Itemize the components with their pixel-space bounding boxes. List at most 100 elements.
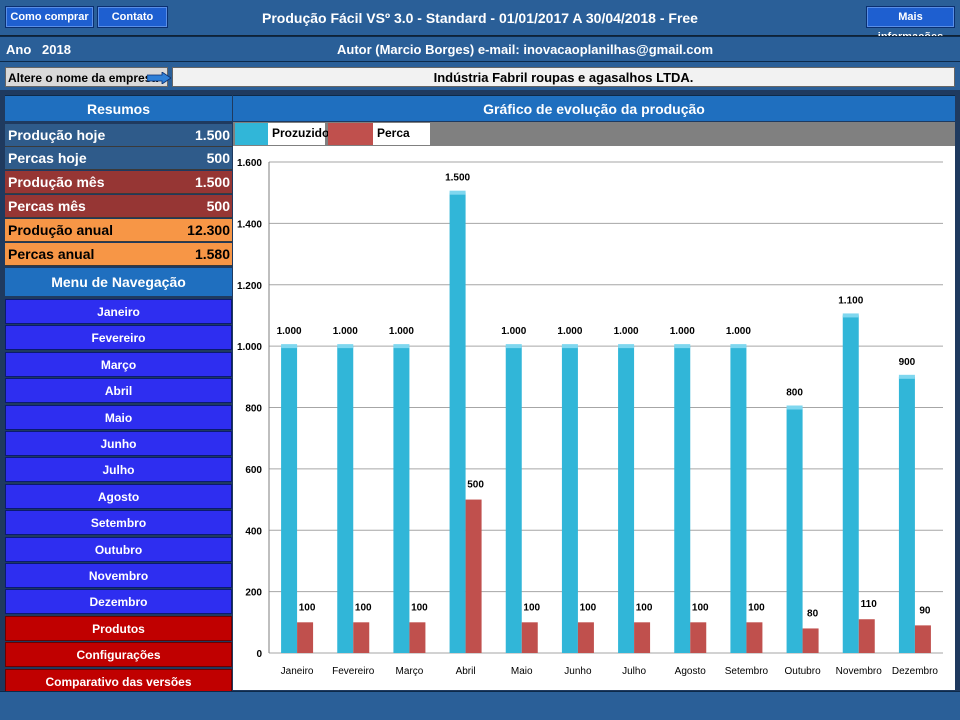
top-bar: Como comprar Contato Produção Fácil VSº … bbox=[0, 0, 960, 43]
data-label-perca: 100 bbox=[523, 602, 540, 613]
nav-month-janeiro[interactable]: Janeiro bbox=[5, 299, 232, 324]
nav-month-dezembro[interactable]: Dezembro bbox=[5, 589, 232, 615]
data-label-produzido: 800 bbox=[786, 388, 803, 399]
bar-produzido bbox=[337, 346, 354, 653]
bar-produzido-cap bbox=[842, 313, 859, 318]
bar-perca bbox=[634, 622, 651, 653]
company-row: Altere o nome da empresa Indústria Fabri… bbox=[0, 62, 960, 90]
how-to-buy-button[interactable]: Como comprar bbox=[5, 6, 94, 28]
y-tick-label: 1.200 bbox=[237, 281, 262, 292]
y-tick-label: 800 bbox=[245, 404, 262, 415]
nav-month-junho[interactable]: Junho bbox=[5, 431, 232, 456]
summary-row: Percas anual 1.580 bbox=[5, 243, 232, 266]
summary-row: Percas hoje 500 bbox=[5, 147, 232, 170]
data-label-produzido: 1.000 bbox=[614, 326, 639, 337]
data-label-perca: 100 bbox=[692, 602, 709, 613]
y-tick-label: 600 bbox=[245, 465, 262, 476]
nav-month-março[interactable]: Março bbox=[5, 351, 232, 377]
author-info: Autor (Marcio Borges) e-mail: inovacaopl… bbox=[336, 42, 714, 57]
chart-svg: 0 200 400 600 800 1.000 1.200 1.400 1.600 1.000 10… bbox=[237, 158, 943, 677]
summary-row: Produção anual 12.300 bbox=[5, 219, 232, 242]
summary-label: Percas mês bbox=[8, 198, 86, 214]
chart-legend: Prozuzido Perca bbox=[233, 122, 955, 146]
bar-produzido bbox=[505, 346, 522, 653]
nav-extra-button[interactable]: Configurações bbox=[5, 642, 232, 668]
bar-produzido-cap bbox=[393, 344, 410, 349]
bar-perca bbox=[353, 622, 370, 653]
data-label-produzido: 1.500 bbox=[445, 173, 470, 184]
x-tick-label: Dezembro bbox=[892, 666, 939, 677]
bar-perca bbox=[577, 622, 594, 653]
nav-month-maio[interactable]: Maio bbox=[5, 404, 232, 430]
bar-perca bbox=[746, 622, 763, 653]
chart-header: Gráfico de evolução da produção bbox=[233, 95, 955, 121]
summary-row: Produção mês 1.500 bbox=[5, 171, 232, 194]
nav-month-setembro[interactable]: Setembro bbox=[5, 510, 232, 536]
summary-label: Produção hoje bbox=[8, 127, 106, 143]
data-label-produzido: 1.000 bbox=[670, 326, 695, 337]
data-label-produzido: 900 bbox=[899, 357, 916, 368]
data-label-perca: 100 bbox=[355, 602, 372, 613]
info-row: Ano 2018 Autor (Marcio Borges) e-mail: i… bbox=[0, 36, 960, 62]
more-info-button[interactable]: Mais informações bbox=[866, 6, 955, 43]
summary-label: Percas anual bbox=[8, 246, 95, 262]
nav-month-novembro[interactable]: Novembro bbox=[5, 563, 232, 588]
bar-produzido-cap bbox=[898, 374, 915, 379]
bar-produzido-cap bbox=[505, 344, 522, 349]
bar-produzido-cap bbox=[730, 344, 747, 349]
nav-month-fevereiro[interactable]: Fevereiro bbox=[5, 325, 232, 351]
x-tick-label: Outubro bbox=[785, 666, 822, 677]
nav-extra-button[interactable]: Comparativo das versões bbox=[5, 668, 232, 694]
data-label-produzido: 1.000 bbox=[389, 326, 414, 337]
data-label-produzido: 1.000 bbox=[277, 326, 302, 337]
y-tick-label: 1.600 bbox=[237, 158, 262, 169]
x-tick-label: Junho bbox=[564, 666, 592, 677]
nav-month-outubro[interactable]: Outubro bbox=[5, 536, 232, 562]
bar-produzido-cap bbox=[618, 344, 635, 349]
data-label-perca: 80 bbox=[807, 608, 819, 619]
summary-value: 1.500 bbox=[194, 174, 230, 190]
summary-value: 12.300 bbox=[187, 222, 230, 238]
nav-extra-button[interactable]: Produtos bbox=[5, 615, 232, 641]
bar-produzido bbox=[898, 376, 915, 653]
company-label-text: Altere o nome da empresa bbox=[8, 71, 159, 85]
contact-button[interactable]: Contato bbox=[97, 6, 168, 28]
summary-value: 500 bbox=[206, 150, 230, 166]
data-label-perca: 500 bbox=[467, 480, 484, 491]
summary-label: Produção mês bbox=[8, 174, 105, 190]
summary-value: 1.580 bbox=[194, 246, 230, 262]
summary-header: Resumos bbox=[5, 95, 232, 121]
x-tick-label: Abril bbox=[456, 666, 476, 677]
nav-month-agosto[interactable]: Agosto bbox=[5, 483, 232, 509]
data-label-perca: 110 bbox=[861, 599, 878, 610]
company-name-field[interactable]: Indústria Fabril roupas e agasalhos LTDA… bbox=[172, 67, 955, 87]
bar-perca bbox=[409, 622, 426, 653]
company-label: Altere o nome da empresa bbox=[5, 67, 171, 87]
data-label-produzido: 1.100 bbox=[838, 295, 863, 306]
nav-month-abril[interactable]: Abril bbox=[5, 378, 232, 404]
x-tick-label: Fevereiro bbox=[332, 666, 375, 677]
bar-produzido bbox=[786, 407, 803, 653]
bar-produzido-cap bbox=[281, 344, 298, 349]
bar-produzido-cap bbox=[561, 344, 578, 349]
x-tick-label: Março bbox=[396, 666, 424, 677]
data-label-perca: 100 bbox=[580, 602, 597, 613]
y-tick-label: 400 bbox=[245, 526, 262, 537]
bar-produzido-cap bbox=[337, 344, 354, 349]
y-tick-label: 1.400 bbox=[237, 219, 262, 230]
y-tick-label: 0 bbox=[256, 649, 262, 660]
bar-produzido bbox=[674, 346, 691, 653]
bar-produzido-cap bbox=[449, 190, 466, 195]
bar-produzido bbox=[281, 346, 298, 653]
summary-row: Percas mês 500 bbox=[5, 195, 232, 218]
summary-label: Percas hoje bbox=[8, 150, 87, 166]
bar-produzido bbox=[561, 346, 578, 653]
data-label-perca: 100 bbox=[748, 602, 765, 613]
year-value: 2018 bbox=[42, 42, 71, 57]
bar-perca bbox=[914, 625, 931, 653]
x-tick-label: Agosto bbox=[675, 666, 707, 677]
nav-month-julho[interactable]: Julho bbox=[5, 457, 232, 483]
bar-produzido-cap bbox=[786, 405, 803, 410]
bar-perca bbox=[690, 622, 707, 653]
bar-produzido-cap bbox=[674, 344, 691, 349]
